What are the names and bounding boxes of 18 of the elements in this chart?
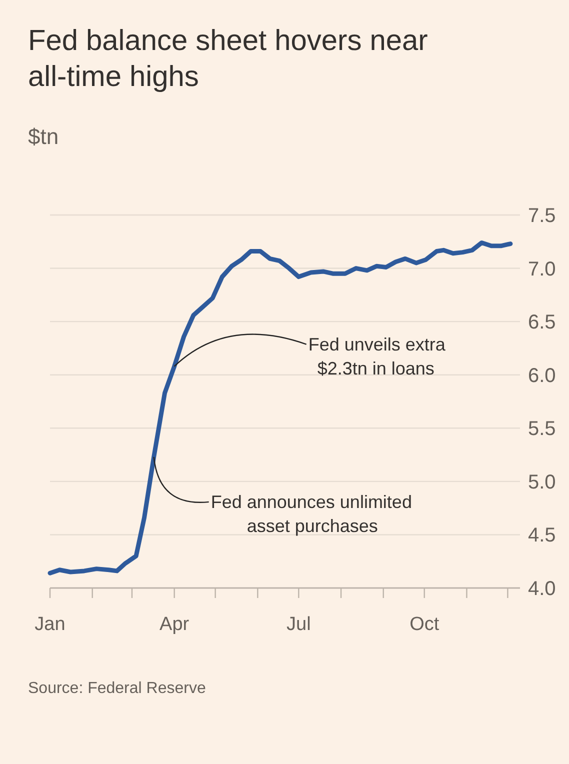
annotation: Fed announces unlimited asset purchases: [210, 492, 412, 536]
x-tick-label: Jan: [34, 614, 66, 635]
source-note: Source: Federal Reserve: [28, 680, 206, 697]
annotation: Fed unveils extra $2.3tn in loans: [308, 334, 446, 378]
x-tick-label: Oct: [410, 614, 440, 635]
y-tick-label: 6.5: [528, 312, 556, 334]
line-series: [48, 240, 513, 576]
y-tick-label: 6.0: [528, 364, 556, 387]
y-tick-label: 4.5: [528, 524, 556, 547]
chart-title: Fed balance sheet hovers near all-time highs: [28, 25, 428, 93]
y-tick-label: 7.5: [528, 205, 556, 227]
chart-subtitle: $tn: [28, 124, 59, 149]
y-tick-label: 4.0: [528, 578, 556, 600]
y-tick-label: 7.0: [528, 258, 556, 280]
y-tick-label: 5.5: [528, 418, 556, 440]
x-tick-label: Jul: [286, 614, 311, 635]
x-tick-label: Apr: [160, 614, 190, 635]
y-tick-label: 5.0: [528, 471, 556, 494]
